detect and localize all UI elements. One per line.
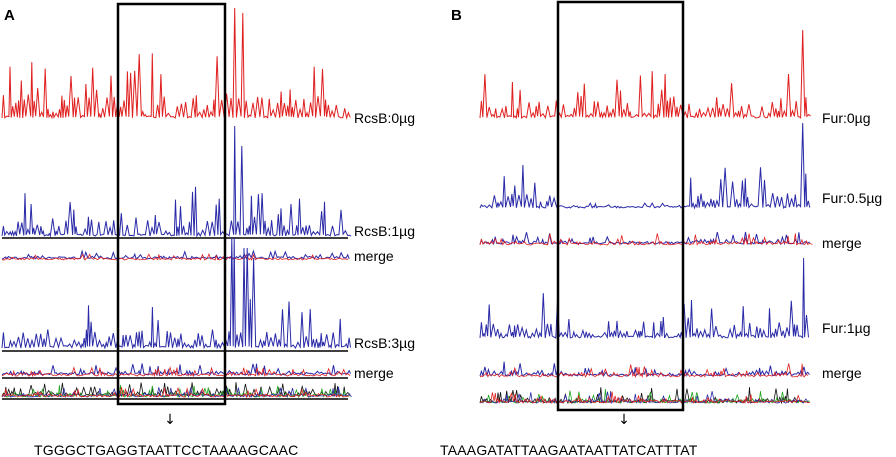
trace-label-fur-0: Fur:0µg — [822, 110, 871, 126]
panel-a-label: A — [4, 7, 15, 24]
trace-label-merge-1: merge — [354, 248, 394, 264]
chromatogram-merge-2-blue — [1, 363, 351, 377]
trace-label-merge-b1: merge — [822, 235, 862, 251]
chromatogram-merge-1-red — [1, 252, 349, 261]
panel-b: B Fur:0µg Fur:0.5µg merge Fur:1µg merge … — [440, 0, 882, 457]
chromatogram-fur-0 — [479, 29, 811, 120]
arrow-down-icon: ↓ — [164, 412, 176, 428]
trace-label-rcsb-3: RcsB:3µg — [354, 335, 415, 351]
chromatogram-rcsb-0 — [1, 7, 351, 120]
trace-label-merge-2: merge — [354, 365, 394, 381]
protected-region-box-b — [556, 0, 685, 412]
trace-label-fur-1: Fur:1µg — [822, 320, 871, 336]
chromatogram-seq-red — [1, 386, 350, 399]
chromatogram-merge-b2-blue — [479, 361, 810, 378]
trace-label-rcsb-1: RcsB:1µg — [354, 223, 415, 239]
protected-region-box-a — [116, 2, 227, 406]
chromatogram-fur-1 — [479, 257, 809, 340]
chromatogram-seq-red — [479, 391, 811, 405]
chromatogram-merge-2-red — [1, 366, 351, 378]
trace-label-merge-b2: merge — [822, 365, 862, 381]
panel-a-traces — [1, 7, 352, 400]
trace-label-rcsb-0: RcsB:0µg — [354, 110, 415, 126]
trace-label-fur-05: Fur:0.5µg — [822, 190, 882, 206]
chromatogram-rcsb-1 — [1, 125, 352, 238]
panel-b-traces — [479, 29, 813, 405]
arrow-down-icon: ↓ — [618, 412, 630, 428]
chromatogram-merge-b2-red — [479, 363, 809, 379]
sequence-a: TGGGCTGAGGTAATTCCTAAAAGCAAC — [34, 442, 298, 457]
chromatogram-rcsb-3 — [1, 237, 351, 350]
chromatogram-merge-b1-blue — [479, 231, 811, 246]
chromatogram-merge-b1-red — [479, 233, 813, 246]
sequence-b: TAAAGATATTAAGAATAATTATCATTTAT — [440, 442, 698, 457]
panel-a: A RcsB:0µg RcsB:1µg merge RcsB:3µg merge… — [1, 2, 415, 457]
chromatogram-fur-05 — [479, 122, 811, 210]
panel-b-label: B — [451, 7, 462, 24]
